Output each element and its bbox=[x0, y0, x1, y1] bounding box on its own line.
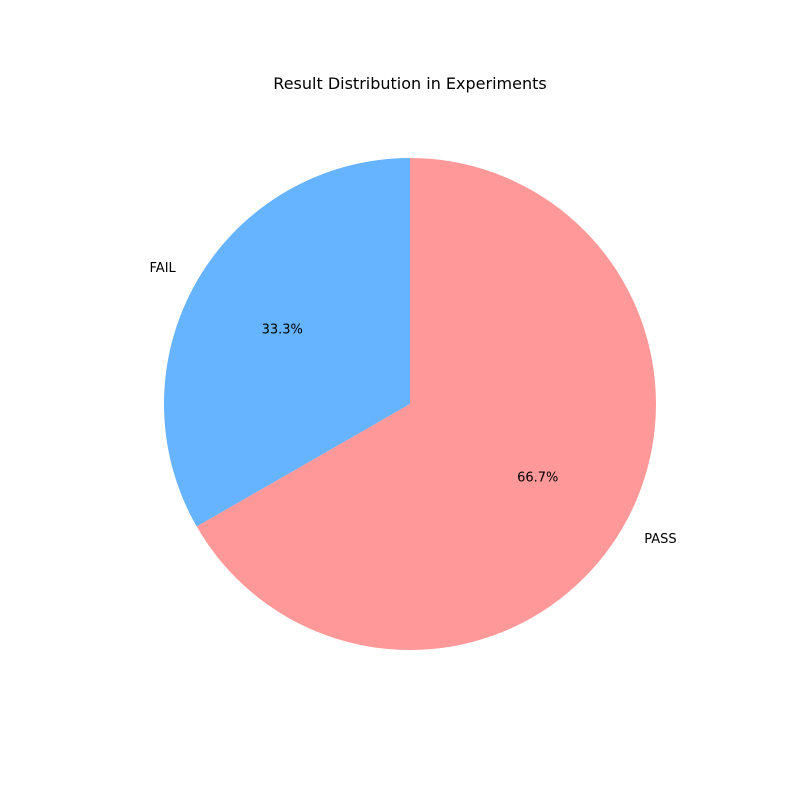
pie-labels: FAIL 33.3% PASS 66.7% bbox=[150, 261, 677, 547]
slice-label-pass: PASS bbox=[644, 532, 676, 547]
chart-title: Result Distribution in Experiments bbox=[273, 74, 546, 93]
slice-percent-fail: 33.3% bbox=[262, 323, 303, 338]
pie-slice-fail bbox=[164, 158, 410, 527]
slice-percent-pass: 66.7% bbox=[517, 470, 558, 485]
slice-label-fail: FAIL bbox=[150, 261, 177, 276]
pie-slices bbox=[164, 158, 657, 650]
pie-slice-pass bbox=[196, 158, 657, 650]
